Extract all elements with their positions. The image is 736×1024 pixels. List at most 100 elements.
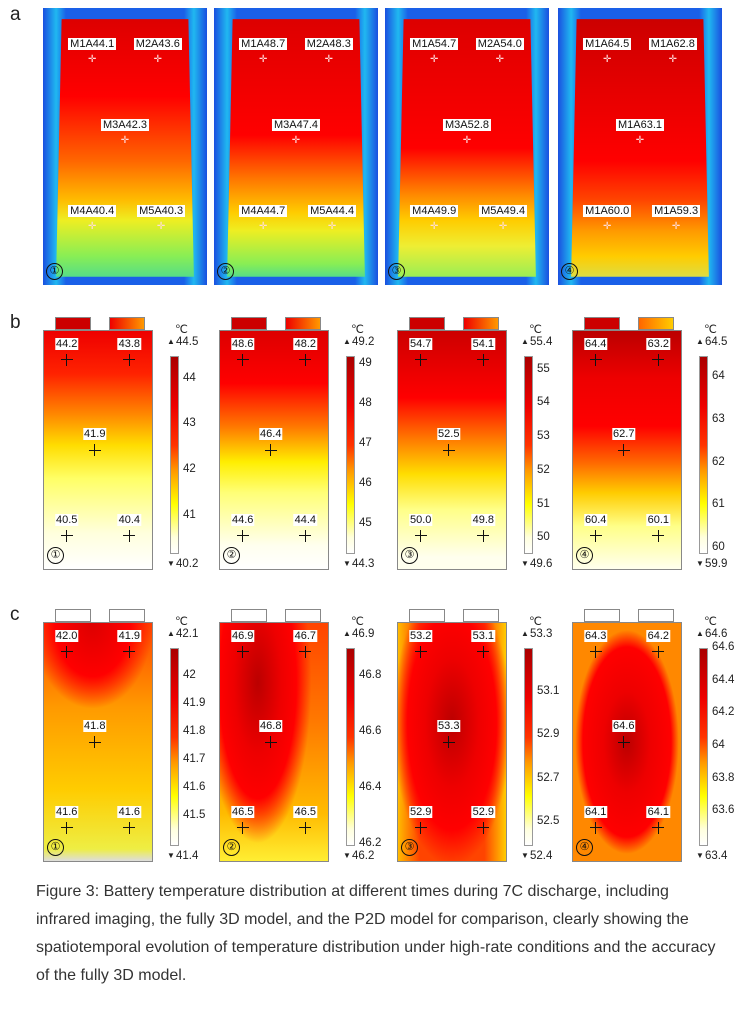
panel-number: ②	[223, 839, 240, 856]
probe-crosshair	[264, 736, 277, 748]
probe-crosshair	[589, 821, 602, 834]
colorbar-max-value: 55.4	[530, 336, 553, 348]
row_b-panel-4: 64.4 63.2 62.7 60.4 60.1 ④	[572, 330, 682, 570]
probe-crosshair	[617, 444, 630, 456]
colorbar-tick-label: 43	[183, 417, 196, 430]
probe-crosshair	[589, 353, 602, 366]
colorbar-tick-label: 46.6	[359, 725, 382, 737]
colorbar	[346, 356, 355, 554]
colorbar-max-value: 42.1	[176, 628, 199, 640]
crosshair-marker: ✛	[498, 220, 508, 232]
colorbar-tick-label: 53	[537, 430, 550, 443]
terminal-tab	[109, 609, 145, 622]
measurement-label: M4A49.9	[410, 204, 459, 217]
unit-label: ℃	[175, 324, 188, 336]
probe-crosshair	[236, 353, 249, 366]
measurement-label: M5A40.3	[137, 204, 186, 217]
probe-crosshair	[236, 645, 249, 658]
unit-label: ℃	[704, 324, 717, 336]
temperature-label: 53.1	[471, 629, 496, 642]
measurement-label: M2A48.3	[304, 38, 353, 51]
crosshair-marker: ✛	[327, 220, 337, 232]
terminal-tab	[584, 609, 620, 622]
unit-label: ℃	[529, 324, 542, 336]
probe-crosshair	[60, 645, 73, 658]
colorbar-min: ▼	[167, 851, 175, 860]
colorbar-tick-label: 44	[183, 371, 196, 384]
colorbar-tick-label: 60	[712, 540, 725, 553]
colorbar-min-value: 63.4	[705, 850, 728, 862]
temperature-label: 52.9	[471, 805, 496, 818]
temperature-label: 46.5	[293, 805, 318, 818]
colorbar-tick-label: 63.6	[712, 804, 735, 817]
terminal-tab	[463, 317, 499, 330]
colorbar-tick-label: 52.7	[537, 771, 560, 784]
colorbar-tick-label: 63	[712, 412, 725, 425]
colorbar-min: ▼	[521, 559, 529, 568]
temperature-label: 48.6	[230, 337, 255, 350]
probe-crosshair	[236, 529, 249, 542]
colorbar-tick-label: 63.8	[712, 771, 735, 784]
measurement-label: M1A62.8	[648, 38, 697, 51]
colorbar-tick-label: 42	[183, 669, 196, 681]
colorbar-tick-label: 42	[183, 462, 196, 475]
crosshair-marker: ✛	[258, 54, 268, 66]
probe-crosshair	[299, 353, 312, 366]
colorbar-min: ▼	[521, 851, 529, 860]
colorbar-max-value: 49.2	[352, 336, 375, 348]
colorbar-tick-label: 54	[537, 396, 550, 409]
unit-label: ℃	[175, 616, 188, 628]
terminal-tab	[285, 317, 321, 330]
crosshair-marker: ✛	[429, 220, 439, 232]
probe-crosshair	[60, 529, 73, 542]
row_c-panel-4: 64.3 64.2 64.6 64.1 64.1 ④	[572, 622, 682, 862]
probe-crosshair	[589, 529, 602, 542]
temperature-label: 53.2	[408, 629, 433, 642]
panel-number: ①	[47, 839, 64, 856]
temperature-label: 41.8	[83, 720, 107, 732]
panel-number: ④	[576, 547, 593, 564]
temperature-label: 60.4	[583, 513, 608, 526]
temperature-label: 41.9	[117, 629, 142, 642]
temperature-label: 43.8	[117, 337, 142, 350]
colorbar-tick-label: 45	[359, 517, 372, 529]
colorbar-max: ▲	[343, 337, 351, 346]
probe-crosshair	[589, 645, 602, 658]
temperature-label: 60.1	[646, 513, 671, 526]
colorbar-max: ▲	[696, 629, 704, 638]
probe-crosshair	[477, 353, 490, 366]
crosshair-marker: ✛	[153, 54, 162, 66]
colorbar-tick-label: 46.2	[359, 837, 382, 849]
colorbar-tick-label: 46.8	[359, 669, 382, 681]
terminal-tab	[638, 609, 674, 622]
colorbar-tick-label: 62	[712, 455, 725, 468]
measurement-label: M1A64.5	[583, 38, 632, 51]
probe-crosshair	[414, 353, 427, 366]
terminal-tab	[638, 317, 674, 330]
colorbar-min: ▼	[167, 559, 175, 568]
probe-crosshair	[477, 645, 490, 658]
colorbar-min-value: 46.2	[352, 850, 375, 862]
temperature-label: 53.3	[437, 720, 461, 732]
probe-crosshair	[123, 529, 136, 542]
panel-number: ④	[576, 839, 593, 856]
measurement-label: M1A48.7	[239, 38, 288, 51]
temperature-label: 40.5	[54, 513, 79, 526]
colorbar-min-value: 41.4	[176, 850, 199, 862]
terminal-tab	[231, 317, 267, 330]
infrared-image-2: M1A48.7 ✛ M2A48.3 ✛ M3A47.4 ✛ M4A44.7 ✛ M5A44.4 ✛…	[214, 8, 378, 285]
crosshair-marker: ✛	[462, 134, 472, 146]
terminal-tab	[55, 609, 91, 622]
measurement-label: M5A44.4	[308, 204, 357, 217]
colorbar-tick-label: 41.8	[183, 725, 206, 737]
temperature-label: 64.3	[583, 629, 608, 642]
crosshair-marker: ✛	[429, 54, 439, 66]
row_c-panel-3: 53.2 53.1 53.3 52.9 52.9 ③	[397, 622, 507, 862]
colorbar-max-value: 44.5	[176, 336, 199, 348]
colorbar-tick-label: 47	[359, 437, 372, 449]
colorbar-max-value: 64.5	[705, 336, 728, 348]
colorbar	[170, 356, 179, 554]
crosshair-marker: ✛	[120, 134, 130, 146]
measurement-label: M1A63.1	[615, 118, 665, 131]
crosshair-marker: ✛	[258, 220, 268, 232]
